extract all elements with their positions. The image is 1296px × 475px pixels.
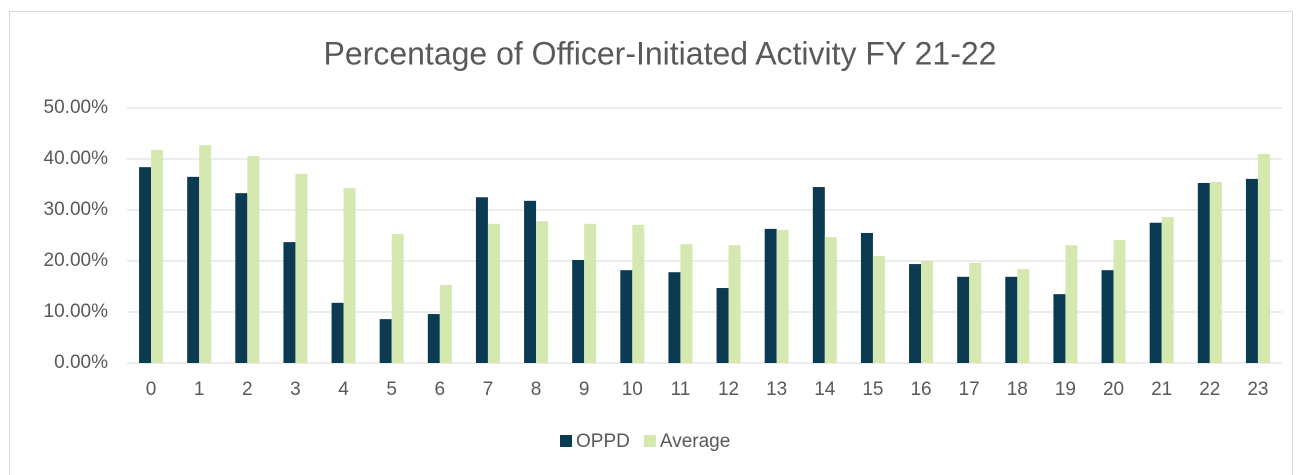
- bar: [1065, 245, 1078, 363]
- legend-label: Average: [660, 431, 730, 452]
- bar: [187, 176, 200, 363]
- bar: [1053, 294, 1066, 363]
- bar: [151, 149, 164, 363]
- x-tick-label: 9: [579, 379, 590, 400]
- legend-label: OPPD: [576, 431, 630, 452]
- bar: [475, 197, 488, 363]
- bar: [1113, 240, 1126, 363]
- x-tick-label: 11: [671, 379, 691, 400]
- x-tick-label: 6: [435, 379, 446, 400]
- bar: [776, 229, 789, 363]
- bar: [1257, 153, 1270, 363]
- x-tick-label: 2: [242, 379, 253, 400]
- x-tick-label: 21: [1151, 379, 1172, 400]
- bar: [427, 314, 440, 363]
- bar: [1197, 182, 1210, 363]
- bar: [860, 232, 873, 363]
- y-tick-label: 30.00%: [44, 199, 109, 220]
- bar: [632, 224, 645, 363]
- x-tick-label: 14: [814, 379, 836, 400]
- bar: [283, 242, 296, 363]
- x-tick-label: 0: [146, 379, 157, 400]
- x-tick-label: 1: [194, 379, 205, 400]
- x-tick-label: 3: [290, 379, 301, 400]
- bar: [728, 245, 741, 363]
- x-tick-label: 5: [386, 379, 397, 400]
- bar: [584, 223, 597, 363]
- bar: [764, 228, 777, 363]
- bar: [1149, 222, 1162, 363]
- chart-title: Percentage of Officer-Initiated Activity…: [324, 35, 997, 71]
- y-tick-label: 0.00%: [54, 352, 108, 373]
- x-tick-label: 13: [766, 379, 787, 400]
- bar: [716, 288, 729, 363]
- legend-swatch: [643, 435, 656, 447]
- bar: [969, 263, 982, 363]
- y-tick-label: 10.00%: [44, 301, 109, 322]
- bar: [572, 259, 585, 363]
- bar: [1101, 270, 1114, 363]
- x-tick-label: 12: [718, 379, 739, 400]
- bar: [1017, 269, 1030, 363]
- bar: [1245, 178, 1258, 363]
- bar: [921, 261, 934, 363]
- bar: [536, 221, 549, 363]
- bar: [379, 319, 392, 363]
- bar: [247, 155, 260, 363]
- x-tick-label: 15: [862, 379, 883, 400]
- bar: [668, 272, 681, 363]
- x-tick-label: 19: [1055, 379, 1076, 400]
- y-tick-label: 20.00%: [44, 250, 109, 271]
- x-tick-label: 8: [531, 379, 542, 400]
- bar: [295, 173, 308, 363]
- x-tick-label: 10: [622, 379, 643, 400]
- bar: [487, 223, 500, 363]
- bar: [391, 233, 404, 363]
- bar: [331, 302, 344, 363]
- y-tick-label: 40.00%: [44, 148, 109, 169]
- bar: [235, 193, 248, 363]
- bar: [343, 188, 356, 363]
- x-tick-label: 23: [1247, 379, 1268, 400]
- bar: [909, 264, 922, 363]
- x-tick-label: 18: [1007, 379, 1028, 400]
- legend-swatch: [560, 435, 572, 447]
- bar: [824, 237, 837, 363]
- bar: [139, 167, 152, 363]
- bar: [1005, 276, 1018, 363]
- bar: [620, 270, 633, 363]
- x-tick-label: 4: [338, 379, 349, 400]
- y-tick-label: 50.00%: [44, 97, 109, 118]
- x-tick-label: 17: [959, 379, 980, 400]
- x-tick-label: 20: [1103, 379, 1124, 400]
- bar: [439, 284, 452, 363]
- bar: [957, 276, 970, 363]
- x-tick-label: 16: [910, 379, 931, 400]
- bar: [872, 255, 885, 363]
- x-tick-label: 7: [483, 379, 494, 400]
- bar: [1161, 217, 1174, 363]
- x-tick-label: 22: [1199, 379, 1220, 400]
- bar: [812, 187, 825, 363]
- bar: [199, 145, 212, 363]
- chart-border: [9, 11, 1293, 475]
- bar: [1209, 181, 1222, 363]
- bar: [680, 244, 693, 363]
- bar: [524, 200, 537, 363]
